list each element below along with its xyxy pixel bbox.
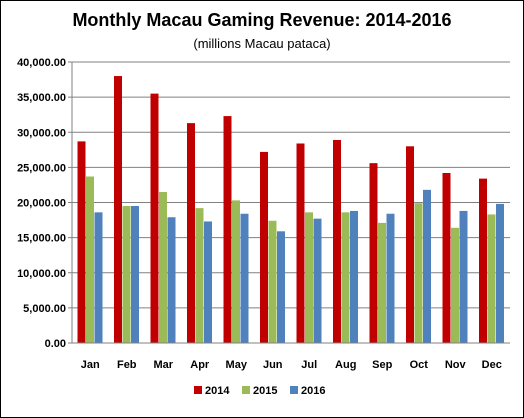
bar-2014-may xyxy=(223,116,232,343)
x-tick-label: Jun xyxy=(263,359,283,371)
y-tick-label: 10,000.00 xyxy=(17,268,66,280)
bar-2016-jul xyxy=(313,218,322,343)
x-tick-label: Sep xyxy=(372,359,392,371)
y-axis-ticks: 0.00 5,000.00 10,000.00 15,000.00 20,000.00 2… xyxy=(17,57,72,350)
bar-2015-jun xyxy=(268,220,277,343)
y-tick-label: 5,000.00 xyxy=(23,303,66,315)
bar-2015-feb xyxy=(122,206,131,343)
bar-2014-jun xyxy=(260,151,268,343)
bar-2015-dec xyxy=(487,214,496,343)
x-tick-label: Dec xyxy=(482,359,502,371)
bar-2016-jun xyxy=(277,231,285,343)
legend-swatch-2014 xyxy=(194,386,202,394)
y-tick-label: 35,000.00 xyxy=(17,92,66,104)
x-tick-label: Apr xyxy=(190,359,210,371)
x-tick-label: Jan xyxy=(81,359,100,371)
y-tick-label: 0.00 xyxy=(45,338,66,350)
y-tick-label: 25,000.00 xyxy=(17,162,66,174)
bar-2016-mar xyxy=(167,217,176,343)
x-tick-label: Feb xyxy=(117,359,137,371)
legend: 2014 2015 2016 xyxy=(194,385,325,397)
bar-2015-sep xyxy=(378,222,386,343)
bar-2014-jul xyxy=(296,143,305,343)
x-tick-label: Jul xyxy=(301,359,317,371)
x-tick-label: Oct xyxy=(410,359,429,371)
legend-label-2016: 2016 xyxy=(301,385,325,397)
bar-2015-oct xyxy=(414,203,423,343)
y-tick-label: 15,000.00 xyxy=(17,233,66,245)
y-tick-label: 30,000.00 xyxy=(17,127,66,139)
legend-swatch-2016 xyxy=(290,386,298,394)
bar-2015-apr xyxy=(195,208,204,343)
bar-2014-sep xyxy=(369,163,378,343)
bar-2014-dec xyxy=(479,178,487,343)
bar-2016-may xyxy=(240,213,249,343)
bar-2015-jan xyxy=(86,176,94,343)
y-tick-label: 40,000.00 xyxy=(17,57,66,69)
y-tick-label: 20,000.00 xyxy=(17,198,66,210)
bar-2015-jul xyxy=(305,212,313,343)
bar-2014-nov xyxy=(442,172,451,343)
bar-2016-dec xyxy=(496,203,504,343)
bar-2015-may xyxy=(232,200,240,343)
bar-2016-oct xyxy=(423,189,431,343)
bar-2016-apr xyxy=(204,221,212,343)
bar-2016-aug xyxy=(350,210,358,343)
bar-2016-sep xyxy=(386,213,395,343)
x-tick-label: Aug xyxy=(335,359,356,371)
x-tick-label: May xyxy=(226,359,248,371)
x-tick-label: Nov xyxy=(445,359,467,371)
x-tick-label: Mar xyxy=(153,359,173,371)
bar-2014-mar xyxy=(150,93,159,343)
bar-2014-oct xyxy=(406,146,414,343)
bar-2015-mar xyxy=(159,191,167,343)
bar-2014-jan xyxy=(77,141,86,343)
bar-2015-aug xyxy=(341,212,350,343)
bar-2014-feb xyxy=(114,76,122,344)
chart-subtitle: (millions Macau pataca) xyxy=(193,36,331,51)
bar-2014-apr xyxy=(187,123,195,344)
chart-title: Monthly Macau Gaming Revenue: 2014-2016 xyxy=(72,10,452,30)
bars xyxy=(77,76,504,344)
x-axis-ticks: Jan Feb Mar Apr May Jun Jul Aug Sep Oct Nov Dec xyxy=(81,359,502,371)
gridlines xyxy=(72,61,510,309)
legend-label-2014: 2014 xyxy=(205,385,230,397)
bar-2016-nov xyxy=(459,210,468,343)
bar-2016-jan xyxy=(94,212,103,343)
legend-label-2015: 2015 xyxy=(253,385,277,397)
legend-swatch-2015 xyxy=(242,386,250,394)
bar-2015-nov xyxy=(451,227,459,343)
bar-2016-feb xyxy=(131,206,139,343)
bar-2014-aug xyxy=(333,139,341,343)
